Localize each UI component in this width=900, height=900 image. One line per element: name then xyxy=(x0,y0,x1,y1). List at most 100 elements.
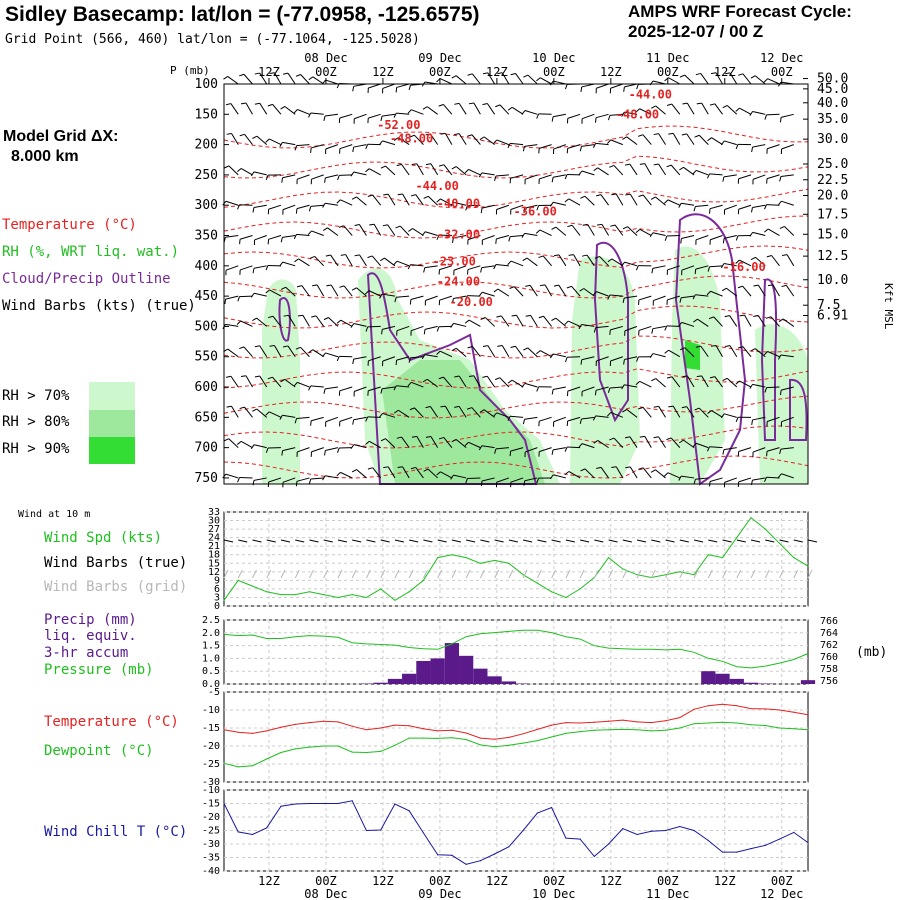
wind-barb-true xyxy=(722,539,732,543)
wind-barb xyxy=(709,265,723,268)
wind-barb-flag xyxy=(294,145,297,151)
height-tick-label: 45.0 xyxy=(817,82,848,97)
wind-speed-line-point xyxy=(807,565,809,567)
wind-barb xyxy=(544,284,553,297)
wind-barb-grid xyxy=(494,569,500,579)
temperature-line-point xyxy=(351,725,353,727)
wind-barb xyxy=(781,416,794,423)
wind-barb xyxy=(455,438,467,449)
wind-barb xyxy=(356,287,367,297)
height-tick-label: 22.5 xyxy=(817,173,848,188)
wind-barb xyxy=(666,325,680,327)
wind-barb xyxy=(667,265,680,271)
wind-barb xyxy=(343,285,353,297)
wind-barb-flag xyxy=(236,168,242,173)
dewpoint-line-point xyxy=(522,742,524,744)
temperature-line-point xyxy=(551,724,553,726)
wind-barb xyxy=(440,198,453,206)
bottom-time-tick: 12Z xyxy=(372,874,394,888)
wind-barb xyxy=(396,295,410,298)
wind-barb-true xyxy=(309,539,319,543)
wind-barb xyxy=(484,317,495,327)
wind-barb-flag xyxy=(622,226,628,230)
wind-chill-line-point xyxy=(323,802,325,805)
wind-barb-flag xyxy=(681,133,687,136)
wind-speed-line-point xyxy=(508,562,510,564)
wind-barb xyxy=(427,195,439,206)
wind-barb-flag xyxy=(680,238,682,244)
wind-barb-grid xyxy=(508,569,514,579)
wind-barb xyxy=(552,447,566,451)
wind-barb-flag xyxy=(579,146,582,152)
wind-barb xyxy=(353,171,367,176)
wind-barb-flag xyxy=(622,136,627,140)
wind-barb-flag xyxy=(739,314,745,317)
wind-barb-grid xyxy=(551,569,557,579)
temperature-contour-label: -20.00 xyxy=(450,295,493,309)
height-tick-label: 10.0 xyxy=(817,273,848,288)
precip-bar xyxy=(501,681,516,684)
wind-barb xyxy=(655,378,666,388)
dewpoint-line-point xyxy=(551,736,553,738)
wind-barb-flag xyxy=(596,466,602,470)
wind-barb xyxy=(698,407,709,418)
wind-barb xyxy=(600,467,609,479)
pressure-tick-label: 100 xyxy=(195,77,218,92)
wind-barb xyxy=(681,202,695,206)
wind-barb xyxy=(269,289,282,297)
wind-barb xyxy=(272,376,282,388)
wind-barb-flag xyxy=(623,86,625,92)
wind-barb xyxy=(297,447,310,453)
wind-speed-line-point xyxy=(693,574,695,576)
wind-barb-flag xyxy=(596,223,603,226)
wind-barb-flag xyxy=(549,201,554,207)
wind-barb xyxy=(311,447,324,453)
wind-barb-true xyxy=(508,539,518,543)
wind-barb-flag xyxy=(379,413,383,418)
wind-barb xyxy=(472,346,481,358)
wind-barb-flag xyxy=(609,164,615,168)
temperature-line-point xyxy=(394,724,396,726)
wind-barb-flag xyxy=(312,284,318,287)
wind-speed-line-point xyxy=(323,594,325,596)
wind-barb xyxy=(600,194,609,206)
wind-barb-flag xyxy=(495,104,501,108)
wind-barb-flag xyxy=(692,294,696,300)
wind-barb-flag xyxy=(666,376,673,379)
wind-barb xyxy=(667,472,681,479)
wind-barb-true xyxy=(480,539,490,543)
wind-barb xyxy=(282,414,296,418)
dewpoint-line-point xyxy=(308,746,311,748)
wind-barb xyxy=(398,409,410,418)
wind-barb-flag xyxy=(478,172,483,178)
wind-barb xyxy=(284,378,296,388)
wind-barb xyxy=(239,265,253,271)
wind-barb xyxy=(282,261,296,267)
dewpoint-line-point xyxy=(778,727,781,729)
wind-barb xyxy=(325,352,339,358)
temperature-line-point xyxy=(807,714,809,716)
wind-barb-grid xyxy=(437,569,443,579)
wind-barb-flag xyxy=(265,447,269,453)
wind-barb-flag xyxy=(279,415,283,420)
wind-barb-flag xyxy=(236,320,242,325)
precip-bar xyxy=(473,668,488,684)
wind-barb-flag xyxy=(521,233,525,238)
wind-chill-line-point xyxy=(408,810,410,812)
wind-chill-line-point xyxy=(280,805,282,807)
wind-barb-flag xyxy=(423,267,426,273)
wind-barb xyxy=(739,380,752,388)
wind-barb-flag xyxy=(493,139,498,144)
wind-barb xyxy=(767,78,780,85)
wind-chill-line-point xyxy=(237,831,239,833)
wind-barb xyxy=(610,356,623,362)
wind-barb xyxy=(780,354,794,358)
wind-barb xyxy=(443,437,453,448)
wind-barb xyxy=(587,224,595,236)
wind-barb xyxy=(752,416,766,421)
wind-chill-line-point xyxy=(750,847,752,850)
wind-barb xyxy=(752,204,766,208)
wind-barb xyxy=(781,386,794,391)
wind-barb xyxy=(382,356,396,362)
wind-barb-flag xyxy=(421,231,426,236)
